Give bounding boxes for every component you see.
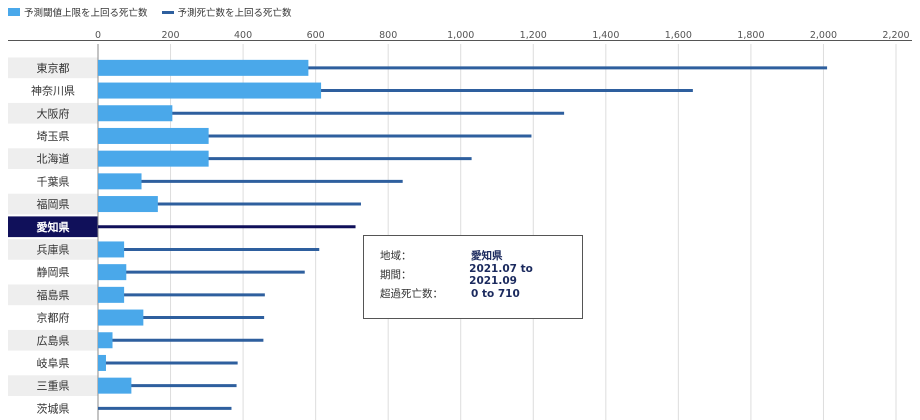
- threshold-bar-8: [98, 241, 125, 258]
- row-band-0: [8, 57, 98, 79]
- row-band-14: [8, 375, 98, 396]
- category-label-10: 福島県: [37, 288, 70, 302]
- threshold-bar-4: [98, 150, 209, 167]
- category-label-1: 神奈川県: [31, 84, 75, 98]
- x-tick-label-600: 600: [307, 30, 325, 41]
- x-tick-label-2200: 2,200: [882, 30, 909, 41]
- x-tick-label-400: 400: [234, 30, 252, 41]
- x-tick-label-200: 200: [161, 30, 179, 41]
- tooltip-row-excess: 超過死亡数： 0 to 710: [380, 284, 582, 303]
- row-band-12: [8, 329, 98, 351]
- x-tick-label-1000: 1,000: [447, 30, 474, 41]
- legend-line-swatch: [161, 10, 174, 14]
- x-tick-label-2000: 2,000: [810, 30, 837, 41]
- category-label-9: 静岡県: [37, 265, 70, 279]
- x-tick-label-1800: 1,800: [737, 30, 764, 41]
- row-band-8: [8, 239, 98, 260]
- tooltip-period-label: 期間：: [380, 269, 412, 281]
- threshold-bar-11: [98, 309, 144, 326]
- legend-label-predicted: 予測死亡数を上回る死亡数: [177, 8, 292, 19]
- threshold-bar-13: [98, 354, 106, 371]
- threshold-bar-3: [98, 127, 209, 144]
- threshold-bar-12: [98, 332, 113, 349]
- category-label-13: 岐阜県: [37, 357, 70, 370]
- tooltip-excess-label: 超過死亡数：: [380, 288, 443, 300]
- threshold-bar-2: [98, 105, 173, 122]
- tooltip-region-value: 愛知県: [471, 250, 503, 262]
- category-label-12: 広島県: [37, 333, 70, 347]
- threshold-bar-0: [98, 59, 309, 76]
- tooltip-region-label: 地域：: [380, 250, 412, 262]
- threshold-bar-6: [98, 196, 158, 213]
- category-label-2: 大阪府: [37, 106, 70, 120]
- tooltip: 地域： 愛知県 期間： 2021.07 to 2021.09 超過死亡数： 0 …: [363, 235, 583, 319]
- x-tick-label-800: 800: [379, 30, 397, 41]
- category-label-11: 京都府: [37, 311, 70, 325]
- threshold-bar-9: [98, 264, 127, 281]
- row-band-6: [8, 193, 98, 215]
- threshold-bar-14: [98, 377, 132, 394]
- chart-legend: 予測閾値上限を上回る死亡数 予測死亡数を上回る死亡数: [8, 4, 306, 20]
- tooltip-period-value: 2021.07 to 2021.09: [469, 262, 533, 287]
- category-label-6: 福岡県: [37, 197, 70, 211]
- category-label-3: 埼玉県: [37, 129, 70, 143]
- legend-item-threshold[interactable]: 予測閾値上限を上回る死亡数: [8, 5, 148, 19]
- row-band-4: [8, 148, 98, 169]
- category-label-15: 茨城県: [37, 401, 70, 415]
- tooltip-row-region: 地域： 愛知県: [380, 246, 582, 265]
- x-tick-label-1600: 1,600: [665, 30, 692, 41]
- category-label-4: 北海道: [37, 152, 70, 166]
- row-band-2: [8, 102, 98, 124]
- legend-item-predicted[interactable]: 予測死亡数を上回る死亡数: [161, 5, 292, 19]
- row-band-10: [8, 284, 98, 306]
- legend-bar-swatch: [8, 8, 20, 16]
- category-label-7: 愛知県: [37, 220, 70, 234]
- threshold-bar-5: [98, 173, 142, 190]
- x-tick-label-0: 0: [95, 30, 101, 41]
- row-band-7: [8, 216, 98, 238]
- x-tick-label-1200: 1,200: [520, 30, 547, 41]
- x-tick-label-1400: 1,400: [592, 30, 619, 41]
- category-label-0: 東京都: [37, 61, 70, 75]
- tooltip-row-period: 期間： 2021.07 to 2021.09: [380, 262, 582, 287]
- category-label-8: 兵庫県: [37, 242, 70, 256]
- tooltip-excess-value: 0 to 710: [471, 287, 520, 300]
- category-label-5: 千葉県: [37, 174, 70, 188]
- legend-label-threshold: 予測閾値上限を上回る死亡数: [24, 8, 148, 19]
- category-label-14: 三重県: [37, 379, 70, 393]
- threshold-bar-1: [98, 82, 322, 99]
- threshold-bar-10: [98, 286, 125, 303]
